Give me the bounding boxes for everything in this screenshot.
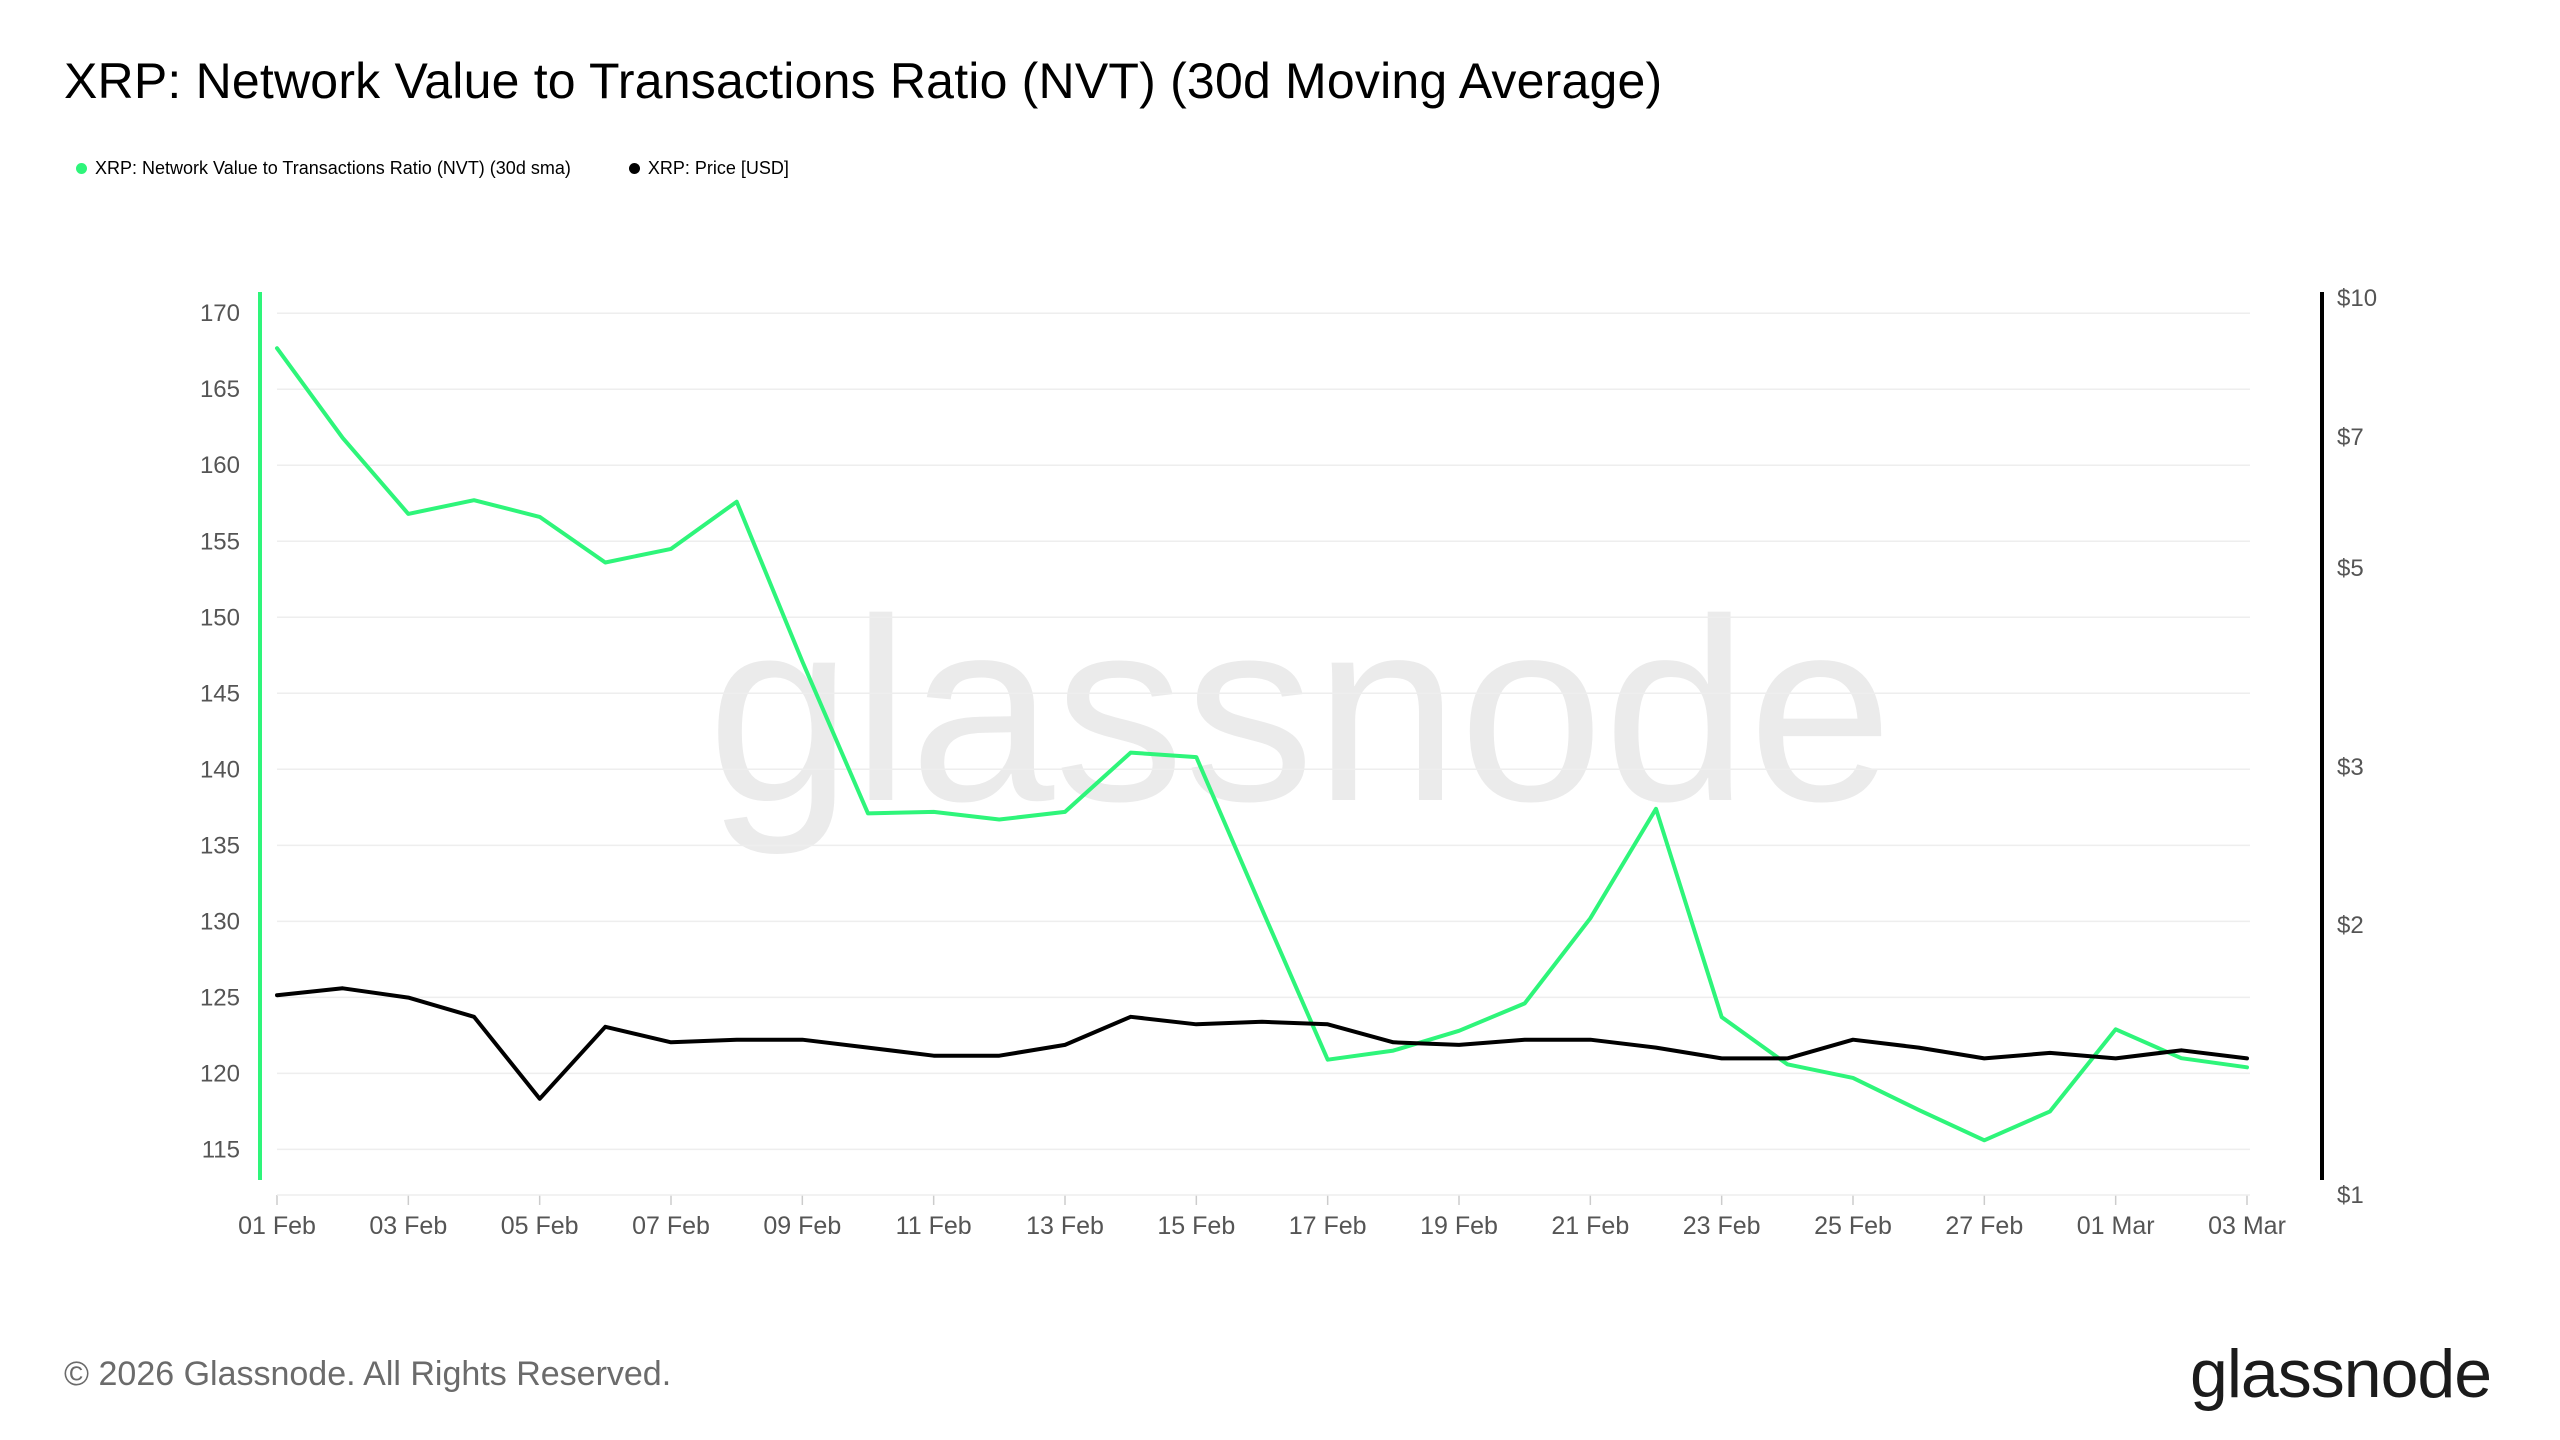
- x-tick-label: 25 Feb: [1814, 1212, 1892, 1240]
- legend-item-price[interactable]: XRP: Price [USD]: [628, 158, 789, 179]
- x-tick-label: 19 Feb: [1420, 1212, 1498, 1240]
- x-tick-label: 07 Feb: [632, 1212, 710, 1240]
- x-tick-label: 01 Feb: [238, 1212, 316, 1240]
- x-tick-label: 03 Feb: [369, 1212, 447, 1240]
- watermark: glassnode: [707, 566, 1892, 857]
- x-tick-label: 03 Mar: [2208, 1212, 2286, 1240]
- x-tick-label: 15 Feb: [1157, 1212, 1235, 1240]
- chart-title: XRP: Network Value to Transactions Ratio…: [64, 53, 1663, 109]
- left-tick-label: 125: [200, 984, 240, 1011]
- left-tick-label: 155: [200, 528, 240, 555]
- right-tick-label: $10: [2337, 285, 2377, 312]
- price-series-line: [275, 986, 2249, 1101]
- right-tick-label: $7: [2337, 424, 2364, 451]
- left-tick-label: 165: [200, 376, 240, 403]
- left-tick-label: 140: [200, 756, 240, 783]
- left-tick-label: 160: [200, 452, 240, 479]
- left-tick-label: 130: [200, 908, 240, 935]
- right-tick-label: $5: [2337, 555, 2364, 582]
- x-tick-label: 27 Feb: [1945, 1212, 2023, 1240]
- left-tick-label: 150: [200, 604, 240, 631]
- tick-labels: 170 165 160 155 150 145 140 135 130 125 120 115 $10 $…: [200, 285, 2377, 1240]
- left-tick-label: 120: [200, 1060, 240, 1087]
- x-tick-label: 21 Feb: [1551, 1212, 1629, 1240]
- right-tick-label: $1: [2337, 1182, 2364, 1209]
- left-tick-label: 145: [200, 680, 240, 707]
- legend-dot-price: [628, 163, 640, 174]
- x-tick-label: 01 Mar: [2077, 1212, 2155, 1240]
- x-tick-label: 13 Feb: [1026, 1212, 1104, 1240]
- glassnode-logo: glassnode: [2190, 1336, 2492, 1412]
- legend-label-nvt: XRP: Network Value to Transactions Ratio…: [95, 158, 571, 178]
- x-tick-label: 23 Feb: [1683, 1212, 1761, 1240]
- axes: [258, 292, 2324, 1205]
- left-tick-label: 135: [200, 832, 240, 859]
- grid-lines: [277, 312, 2250, 1151]
- copyright-text: © 2026 Glassnode. All Rights Reserved.: [64, 1355, 672, 1393]
- x-tick-label: 11 Feb: [896, 1212, 972, 1240]
- right-tick-label: $3: [2337, 754, 2364, 781]
- x-tick-label: 05 Feb: [501, 1212, 579, 1240]
- left-tick-label: 115: [202, 1136, 240, 1163]
- legend: XRP: Network Value to Transactions Ratio…: [76, 158, 789, 179]
- legend-label-price: XRP: Price [USD]: [647, 158, 789, 178]
- x-tick-label: 09 Feb: [763, 1212, 841, 1240]
- legend-item-nvt[interactable]: XRP: Network Value to Transactions Ratio…: [76, 158, 571, 179]
- right-tick-label: $2: [2337, 912, 2364, 939]
- x-tick-label: 17 Feb: [1289, 1212, 1367, 1240]
- left-tick-label: 170: [200, 300, 240, 327]
- series-lines: [275, 346, 2249, 1143]
- legend-dot-nvt: [76, 163, 87, 174]
